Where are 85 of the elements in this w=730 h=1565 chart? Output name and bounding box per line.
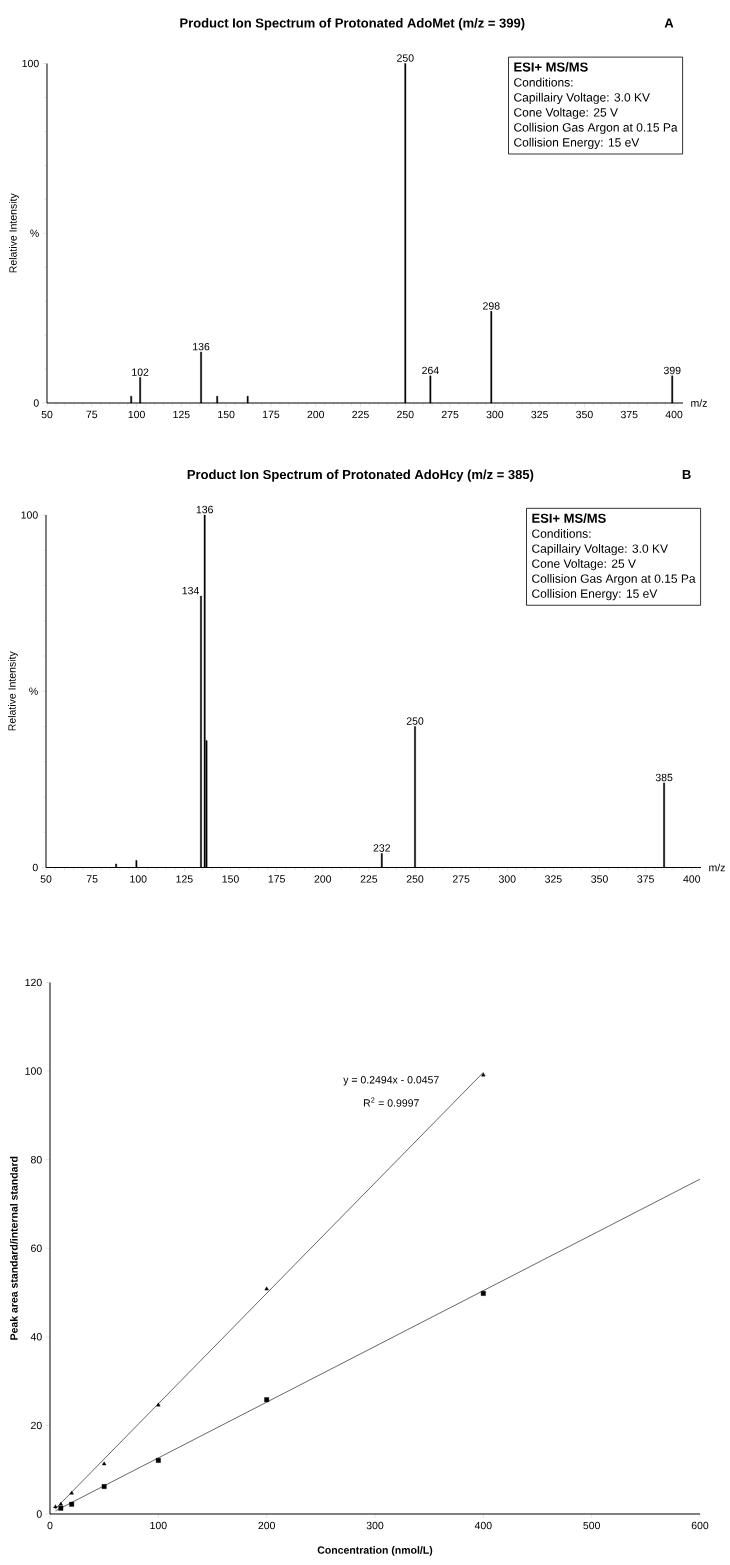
x-tick-label: 325 bbox=[545, 875, 562, 883]
x-tick-label: 275 bbox=[452, 875, 470, 883]
y-tick-label: 0 bbox=[33, 399, 39, 407]
annotation: Collision Energy: 15 eV bbox=[514, 137, 640, 150]
x-tick-label: 200 bbox=[307, 410, 325, 419]
annotation: 250 bbox=[406, 717, 424, 725]
y-tick-label: % bbox=[30, 229, 39, 237]
x-tick-label: 500 bbox=[583, 1521, 600, 1530]
x-axis-title: m/z bbox=[691, 399, 707, 407]
x-axis-title: m/z bbox=[709, 863, 725, 872]
annotation: 385 bbox=[655, 773, 673, 782]
x-tick-label: 200 bbox=[258, 1521, 276, 1530]
y-tick-label: 40 bbox=[30, 1333, 42, 1341]
y-tick-label: 0 bbox=[32, 863, 38, 872]
x-tick-label: 100 bbox=[128, 410, 145, 419]
annotation: Collision Energy: 15 eV bbox=[532, 589, 658, 601]
x-tick-label: 375 bbox=[637, 875, 654, 883]
x-tick-label: 150 bbox=[218, 410, 235, 419]
annotation: ESI+ MS/MS bbox=[532, 513, 606, 524]
annotation: 136 bbox=[196, 505, 213, 514]
y-tick-label: 60 bbox=[31, 1244, 42, 1252]
x-tick-label: 350 bbox=[591, 875, 608, 883]
x-tick-label: 225 bbox=[360, 875, 378, 883]
x-tick-label: 200 bbox=[314, 875, 332, 883]
y-tick-label: 20 bbox=[31, 1421, 42, 1430]
x-tick-label: 600 bbox=[691, 1521, 709, 1530]
chart-title: Product Ion Spectrum of Protonated AdoHcy (m/z = 385) bbox=[187, 469, 534, 482]
x-tick-label: 150 bbox=[222, 875, 239, 883]
y-axis-title: Peak area standard/internal standard bbox=[10, 1156, 18, 1340]
annotation: 298 bbox=[483, 302, 500, 310]
y-axis-title: Relative Intensity bbox=[8, 651, 18, 731]
x-tick-label: 75 bbox=[86, 410, 98, 419]
annotation: Collision Gas Argon at 0.15 Pa bbox=[532, 574, 696, 586]
x-tick-label: 125 bbox=[173, 410, 190, 419]
x-tick-label: 75 bbox=[86, 875, 98, 883]
annotation: y = 0.2494x - 0.0457 bbox=[343, 1076, 439, 1086]
x-tick-label: 100 bbox=[130, 875, 147, 883]
annotation: Capillairy Voltage: 3.0 KV bbox=[532, 544, 668, 556]
annotation: 399 bbox=[663, 366, 681, 375]
x-tick-label: 300 bbox=[486, 410, 504, 419]
x-tick-label: 250 bbox=[406, 875, 424, 883]
x-tick-label: 300 bbox=[498, 875, 516, 883]
x-tick-label: 400 bbox=[683, 875, 701, 883]
annotation: ESI+ MS/MS bbox=[514, 62, 588, 72]
x-tick-label: 50 bbox=[40, 875, 52, 883]
y-tick-label: 120 bbox=[25, 978, 42, 987]
y-tick-label: 100 bbox=[21, 511, 38, 519]
annotation: 134 bbox=[182, 586, 199, 595]
annotation: 264 bbox=[422, 366, 439, 375]
y-tick-label: % bbox=[29, 687, 38, 695]
x-tick-label: 300 bbox=[366, 1521, 384, 1530]
x-tick-label: 0 bbox=[47, 1521, 53, 1530]
x-axis-title: Concentration (nmol/L) bbox=[317, 1546, 433, 1556]
y-tick-label: 80 bbox=[30, 1155, 42, 1164]
annotation: 232 bbox=[373, 844, 391, 852]
annotation: Collision Gas Argon at 0.15 Pa bbox=[514, 122, 678, 135]
y-tick-label: 100 bbox=[25, 1067, 42, 1075]
annotation: Cone Voltage: 25 V bbox=[532, 559, 636, 571]
x-tick-label: 325 bbox=[531, 410, 548, 419]
x-tick-label: 175 bbox=[268, 875, 285, 883]
x-tick-label: 400 bbox=[474, 1521, 492, 1530]
text: B bbox=[682, 470, 691, 479]
x-tick-label: 225 bbox=[352, 410, 369, 419]
x-tick-label: 375 bbox=[620, 410, 638, 419]
x-tick-label: 100 bbox=[150, 1521, 167, 1530]
y-tick-label: 0 bbox=[36, 1510, 42, 1518]
annotation: 136 bbox=[193, 342, 210, 351]
annotation: R$^{2}$ = 0.9997 bbox=[363, 1097, 419, 1107]
annotation: Capillairy Voltage: 3.0 KV bbox=[514, 92, 650, 105]
x-tick-label: 50 bbox=[41, 410, 53, 419]
annotation: Conditions: bbox=[514, 77, 573, 87]
chart-title: Product Ion Spectrum of Protonated AdoMet (m/z = 399) bbox=[180, 18, 525, 31]
x-tick-label: 275 bbox=[441, 410, 459, 419]
annotation: Cone Voltage: 25 V bbox=[514, 107, 618, 120]
annotation: 102 bbox=[132, 368, 149, 376]
annotation: Conditions: bbox=[532, 529, 591, 538]
x-tick-label: 125 bbox=[176, 875, 193, 883]
x-tick-label: 400 bbox=[665, 410, 683, 419]
text: A bbox=[664, 18, 674, 28]
y-tick-label: 100 bbox=[22, 59, 39, 68]
x-tick-label: 250 bbox=[397, 410, 414, 419]
x-tick-label: 350 bbox=[576, 410, 593, 419]
annotation: 250 bbox=[397, 54, 414, 62]
y-axis-title: Relative Intensity bbox=[9, 193, 19, 273]
x-tick-label: 175 bbox=[262, 410, 280, 419]
